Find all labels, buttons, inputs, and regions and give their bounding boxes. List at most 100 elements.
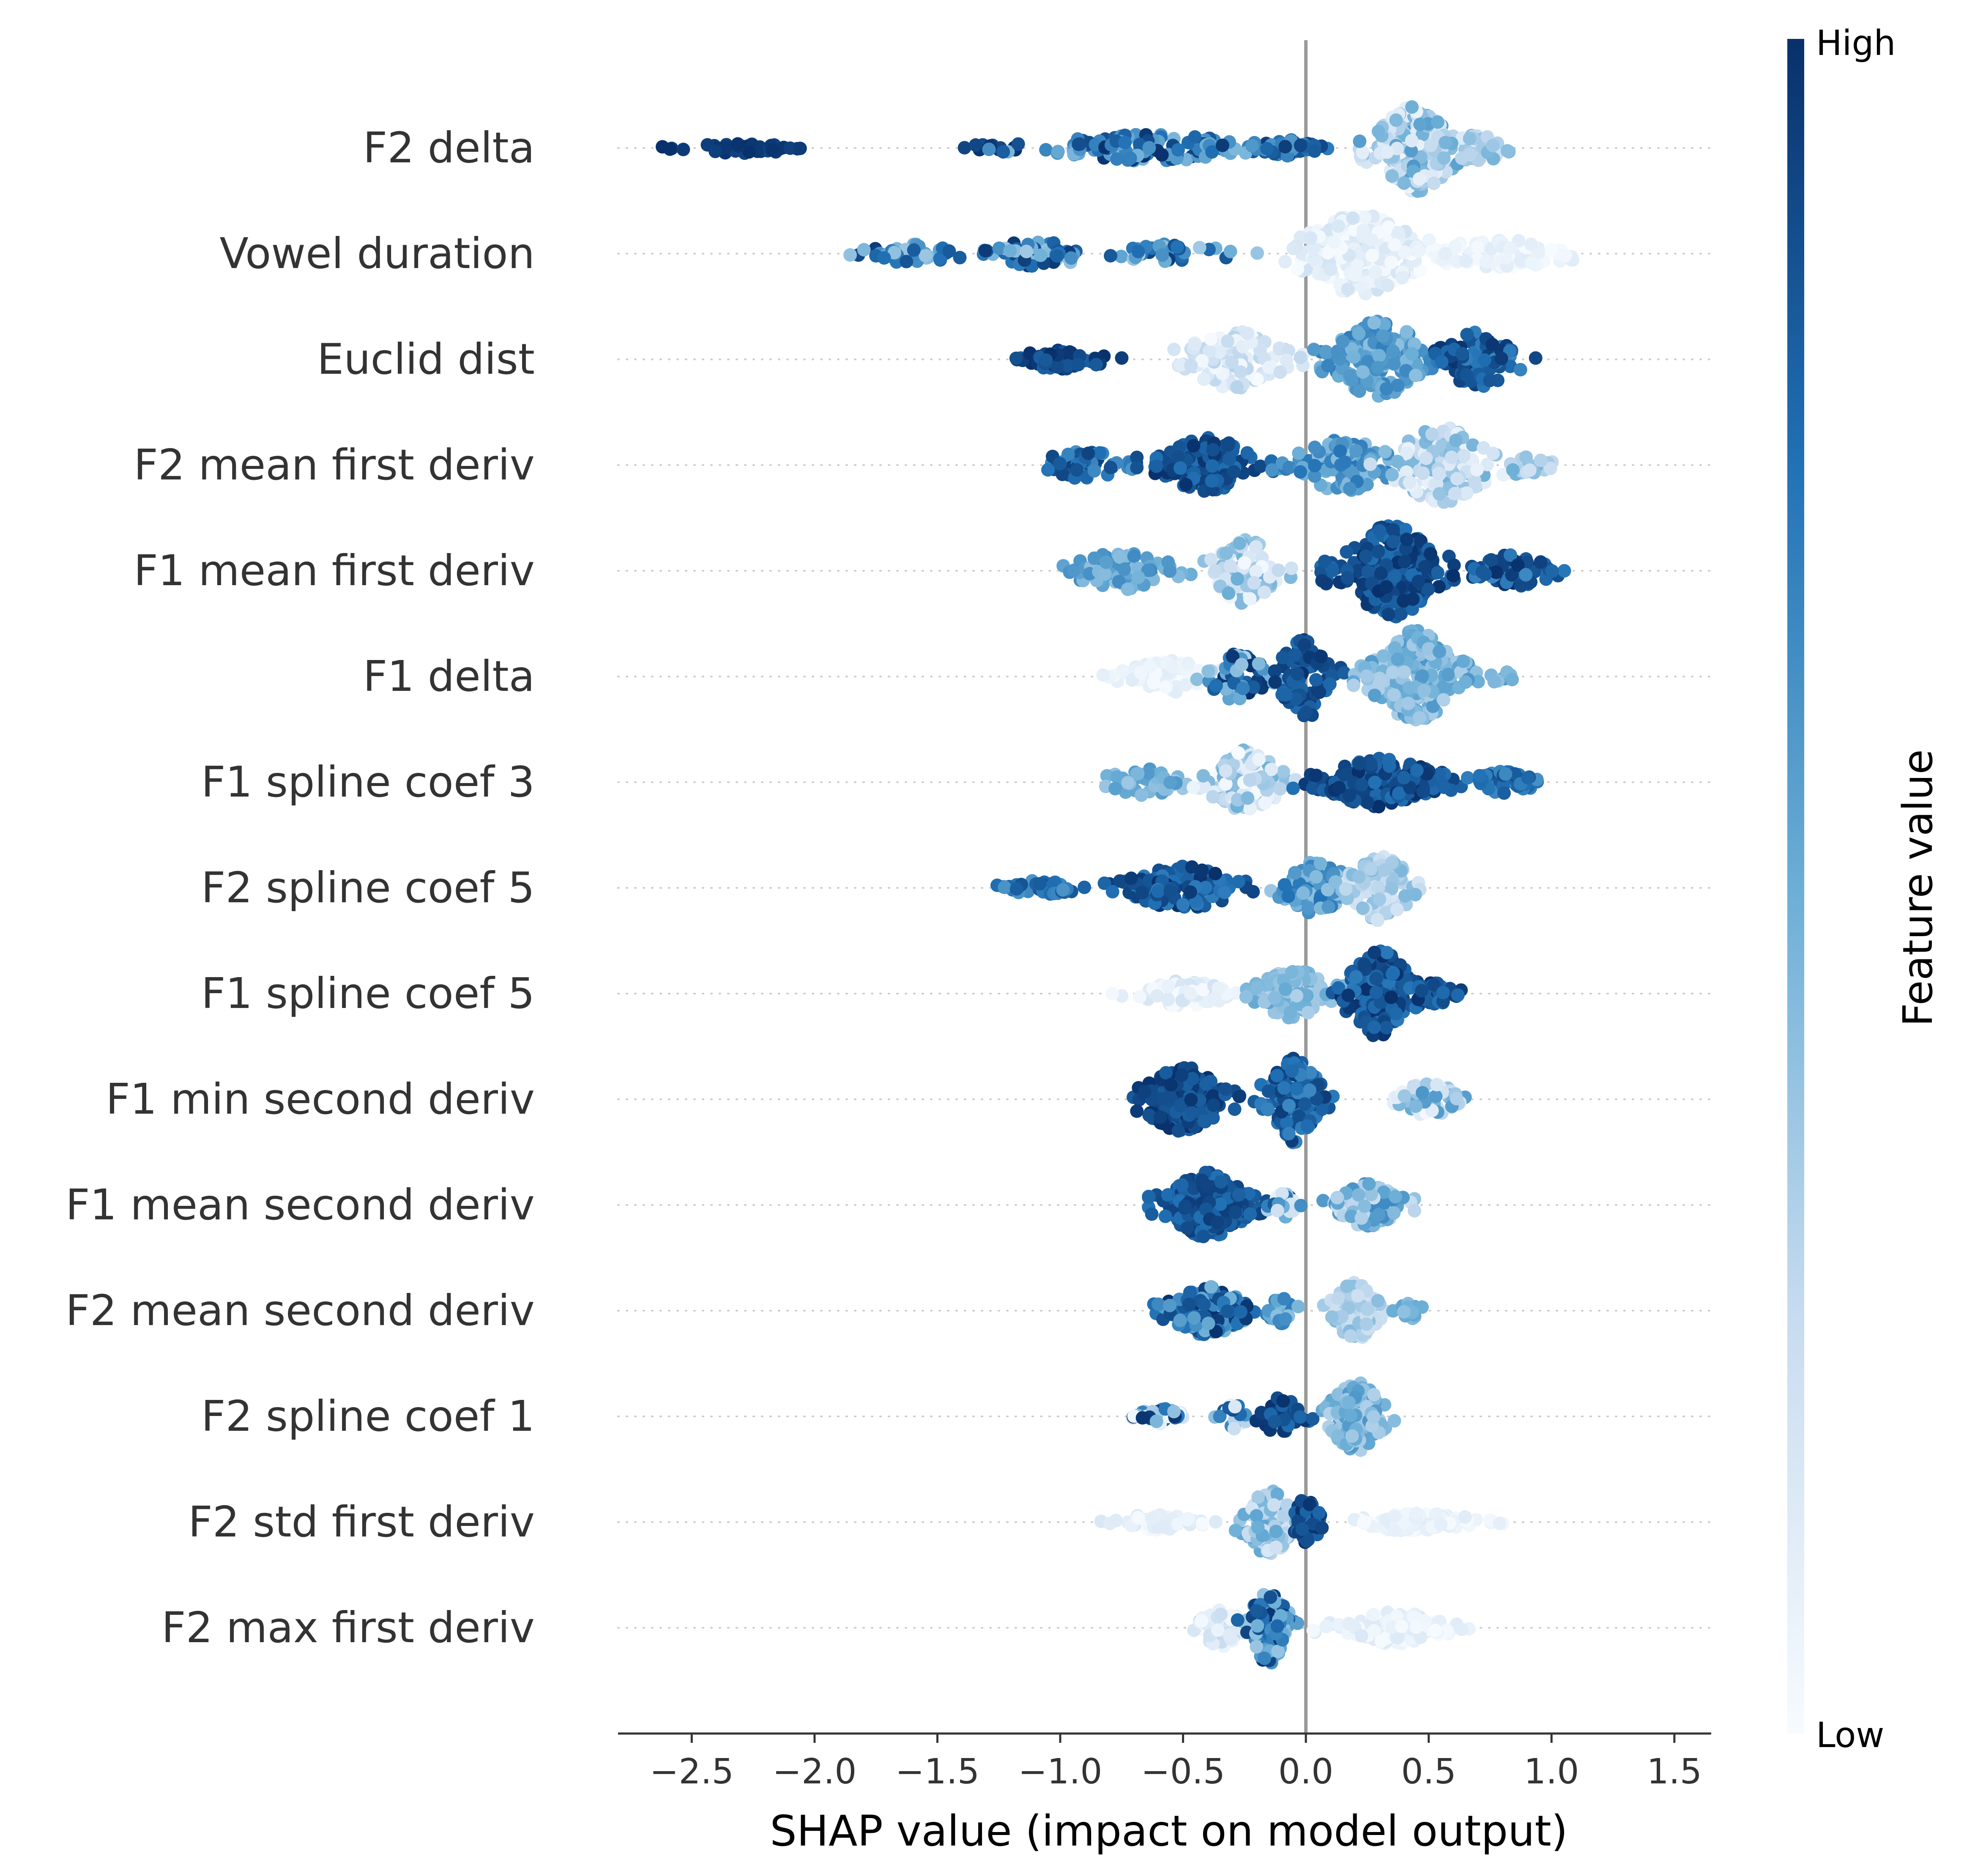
shap-point — [1188, 130, 1202, 144]
shap-point — [1371, 361, 1385, 375]
shap-point — [1105, 885, 1119, 898]
shap-point — [1214, 1175, 1228, 1189]
shap-point — [1466, 438, 1480, 452]
shap-point — [1195, 354, 1209, 368]
shap-point — [1268, 675, 1282, 689]
shap-point — [1337, 666, 1351, 680]
shap-point — [1427, 176, 1441, 190]
shap-point — [1431, 115, 1444, 129]
shap-point — [1208, 867, 1222, 881]
shap-point — [1056, 468, 1070, 481]
shap-point — [1110, 152, 1124, 166]
shap-point — [1448, 487, 1462, 501]
shap-point — [1105, 987, 1119, 1001]
shap-point — [1150, 989, 1164, 1003]
shap-point — [1332, 219, 1346, 233]
shap-point — [1355, 280, 1369, 294]
shap-point — [1408, 888, 1422, 901]
shap-point — [1219, 1082, 1233, 1096]
shap-point — [1480, 457, 1494, 471]
shap-point — [1336, 334, 1350, 348]
shap-point — [1099, 555, 1113, 569]
shap-point — [1364, 862, 1378, 876]
shap-point — [1205, 459, 1219, 473]
shap-point — [1272, 563, 1286, 577]
shap-point — [1524, 237, 1538, 251]
shap-point — [1219, 777, 1233, 791]
shap-point — [1455, 347, 1469, 361]
shap-point — [1432, 466, 1446, 480]
shap-point — [1373, 675, 1387, 688]
shap-point — [1233, 692, 1247, 706]
shap-point — [1273, 782, 1287, 796]
shap-point — [1112, 575, 1126, 589]
shap-point — [1285, 561, 1298, 575]
shap-point — [1292, 446, 1306, 460]
shap-point — [1235, 657, 1249, 671]
shap-point — [1308, 459, 1322, 473]
shap-point — [1113, 550, 1127, 564]
shap-point — [1357, 1199, 1371, 1213]
shap-point — [1179, 478, 1193, 492]
shap-point — [1451, 988, 1465, 1002]
shap-point — [1159, 1066, 1173, 1080]
shap-point — [1414, 150, 1428, 164]
shap-point — [1470, 463, 1484, 477]
shap-point — [1386, 535, 1400, 549]
shap-point — [1339, 882, 1353, 896]
shap-point — [1368, 775, 1382, 789]
shap-point — [1351, 564, 1365, 578]
shap-point — [1285, 1064, 1299, 1078]
shap-point — [1511, 558, 1525, 572]
shap-point — [1291, 262, 1305, 276]
shap-point — [1071, 358, 1085, 372]
shap-point — [1070, 463, 1084, 477]
shap-point — [1402, 681, 1416, 695]
shap-point — [1138, 1085, 1152, 1099]
shap-point — [1204, 1280, 1218, 1294]
shap-point — [1130, 450, 1144, 464]
shap-point — [1276, 765, 1290, 779]
shap-point — [1365, 249, 1379, 263]
shap-point — [1413, 118, 1427, 131]
shap-point — [1286, 781, 1300, 795]
shap-point — [1003, 244, 1017, 257]
feature-points — [843, 209, 1580, 301]
shap-point — [1389, 1007, 1403, 1021]
shap-point — [1384, 990, 1398, 1004]
shap-point — [1261, 1085, 1275, 1098]
shap-point — [1231, 875, 1245, 889]
shap-point — [1087, 464, 1101, 478]
shap-point — [1302, 901, 1316, 915]
shap-point — [1234, 1305, 1247, 1319]
shap-point — [1223, 559, 1237, 573]
shap-point — [1431, 566, 1444, 580]
shap-point — [1368, 688, 1381, 702]
shap-point — [1521, 771, 1535, 785]
shap-point — [1283, 1005, 1297, 1019]
shap-point — [1145, 1207, 1159, 1221]
shap-point — [1506, 463, 1520, 477]
shap-point — [1247, 576, 1261, 590]
shap-point — [1545, 564, 1559, 578]
shap-point — [1279, 688, 1293, 702]
shap-point — [1197, 1298, 1211, 1312]
shap-point — [992, 241, 1006, 255]
shap-point — [1352, 327, 1366, 340]
shap-point — [1534, 555, 1548, 569]
shap-point — [1222, 586, 1236, 600]
shap-point — [1412, 244, 1426, 258]
shap-point — [1326, 564, 1340, 578]
shap-point — [1388, 641, 1402, 655]
shap-point — [1110, 770, 1124, 784]
shap-point — [1190, 672, 1204, 686]
shap-point — [1241, 326, 1254, 340]
shap-point — [1303, 1083, 1317, 1097]
shap-point — [1206, 790, 1220, 804]
shap-point — [1373, 892, 1387, 906]
shap-point — [1398, 245, 1411, 259]
shap-point — [1201, 1317, 1215, 1330]
shap-point — [1184, 1093, 1198, 1106]
shap-point — [1367, 1020, 1381, 1034]
shap-point — [1250, 246, 1264, 260]
